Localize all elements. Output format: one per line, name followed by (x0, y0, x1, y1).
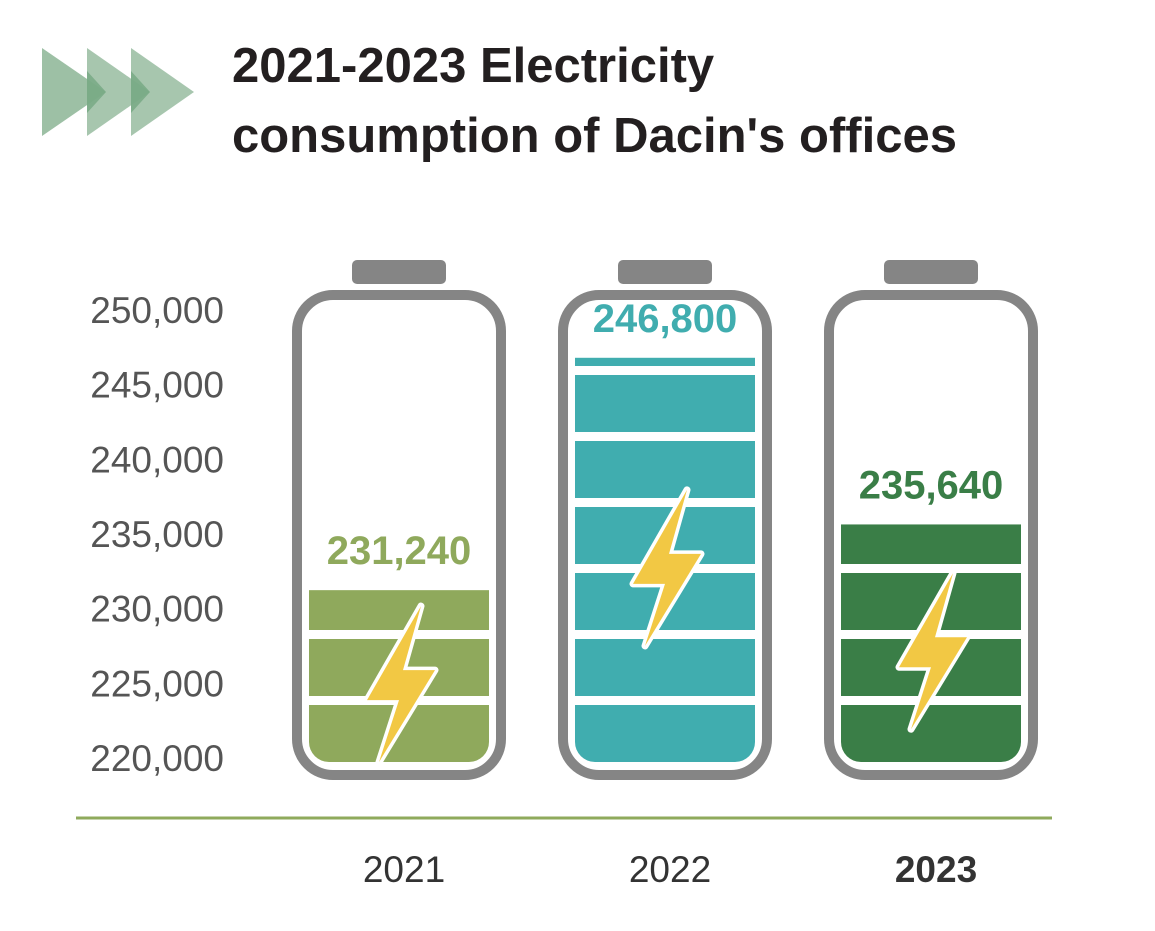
battery-2023: 235,640 (824, 260, 1038, 780)
bar-segment (841, 705, 1021, 762)
battery-2021: 231,240 (292, 260, 506, 780)
value-label: 235,640 (859, 463, 1004, 507)
bar-segment (575, 705, 755, 762)
bar-segment (575, 375, 755, 432)
arrow-shape-1 (42, 48, 106, 136)
lightning-bolt-icon (363, 602, 439, 766)
y-tick-label: 225,000 (90, 663, 224, 704)
arrow-overlap-1 (87, 71, 106, 113)
x-tick-label: 2022 (629, 849, 711, 890)
arrow-shape-3 (131, 48, 194, 136)
x-axis-ticks: 2021 2022 2023 (363, 849, 977, 890)
x-tick-label: 2021 (363, 849, 445, 890)
y-tick-label: 235,000 (90, 514, 224, 555)
y-tick-label: 250,000 (90, 290, 224, 331)
chart-title-line-1: 2021-2023 Electricity (232, 39, 714, 93)
bar-segment (575, 639, 755, 696)
battery-cap (352, 260, 446, 284)
battery-cap (618, 260, 712, 284)
arrow-overlap-2 (131, 71, 150, 113)
arrows-icon (42, 48, 194, 136)
y-tick-label: 220,000 (90, 738, 224, 779)
battery-cap (884, 260, 978, 284)
y-tick-label: 230,000 (90, 589, 224, 630)
battery-fill (841, 524, 1021, 762)
battery-bars: 231,240 246,800 235,640 (292, 260, 1038, 780)
lightning-bolt-icon (629, 486, 705, 650)
value-label: 231,240 (327, 529, 472, 573)
y-tick-label: 245,000 (90, 365, 224, 406)
battery-2022: 246,800 (558, 260, 772, 780)
chart-title-line-2: consumption of Dacin's offices (232, 109, 957, 163)
y-axis-ticks: 250,000 245,000 240,000 235,000 230,000 225,0… (90, 290, 224, 779)
bar-segment (575, 441, 755, 498)
bar-segment (841, 524, 1021, 564)
lightning-bolt-icon (895, 569, 971, 733)
y-tick-label: 240,000 (90, 439, 224, 480)
x-tick-label: 2023 (895, 849, 977, 890)
bar-segment (575, 357, 755, 366)
bar-segment (309, 590, 489, 630)
arrow-shape-2 (87, 48, 150, 136)
value-label: 246,800 (593, 297, 738, 341)
